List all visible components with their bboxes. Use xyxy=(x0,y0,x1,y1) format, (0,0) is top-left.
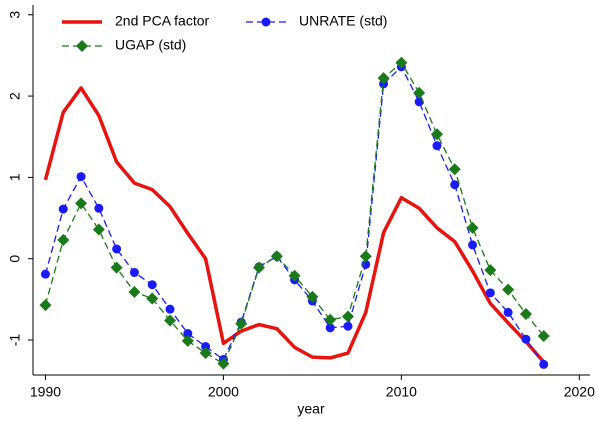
data-point xyxy=(217,357,230,370)
data-point xyxy=(430,128,443,141)
y-tick-label: -1 xyxy=(7,334,23,347)
data-point xyxy=(325,323,335,333)
data-point xyxy=(147,280,157,290)
data-point xyxy=(39,299,52,312)
data-point xyxy=(466,221,479,234)
data-point xyxy=(503,307,513,317)
data-point xyxy=(199,347,212,360)
data-point xyxy=(537,329,550,342)
data-point xyxy=(359,250,372,263)
x-tick-label: 2000 xyxy=(208,384,239,400)
data-point xyxy=(201,342,211,352)
data-point xyxy=(519,308,532,321)
data-point xyxy=(341,310,354,323)
data-point xyxy=(253,261,266,274)
data-point xyxy=(181,334,194,347)
data-point xyxy=(324,313,337,326)
data-point xyxy=(92,223,105,236)
data-point xyxy=(306,290,319,303)
series-line xyxy=(44,66,545,365)
data-point xyxy=(40,269,50,279)
data-point xyxy=(432,141,442,151)
series-line xyxy=(43,86,546,364)
data-point xyxy=(76,172,86,182)
y-tick-label: 3 xyxy=(7,11,23,19)
data-point xyxy=(377,72,390,85)
x-tick-label: 1990 xyxy=(30,384,61,400)
x-tick-label: 2010 xyxy=(386,384,417,400)
data-point xyxy=(448,163,461,176)
legend-label: UGAP (std) xyxy=(115,37,186,53)
data-point xyxy=(165,304,175,314)
legend-label: 2nd PCA factor xyxy=(115,13,210,29)
x-axis-title: year xyxy=(297,401,325,417)
data-point xyxy=(395,56,408,69)
data-point xyxy=(450,180,460,190)
y-tick-label: 0 xyxy=(7,255,23,263)
data-point xyxy=(343,321,353,331)
series-line xyxy=(44,62,545,365)
data-point xyxy=(146,292,159,305)
data-point xyxy=(110,261,123,274)
data-point xyxy=(183,329,193,339)
data-point xyxy=(57,234,70,247)
data-point xyxy=(129,268,139,278)
x-tick-label: 2020 xyxy=(564,384,595,400)
data-point xyxy=(468,240,478,250)
y-tick-label: 2 xyxy=(7,92,23,100)
data-point xyxy=(539,359,549,369)
data-point xyxy=(502,283,515,296)
legend-label: UNRATE (std) xyxy=(299,13,387,29)
data-point xyxy=(413,86,426,99)
data-point xyxy=(58,204,68,214)
data-point xyxy=(521,334,531,344)
data-point xyxy=(75,197,88,210)
data-point xyxy=(270,250,283,263)
data-point xyxy=(128,286,141,299)
legend-marker xyxy=(261,17,271,27)
data-point xyxy=(112,244,122,254)
legend-marker xyxy=(76,40,88,52)
data-point xyxy=(288,269,301,282)
data-point xyxy=(485,288,495,298)
data-point xyxy=(94,203,104,213)
data-point xyxy=(235,317,248,330)
data-point xyxy=(484,264,497,277)
y-tick-label: 1 xyxy=(7,173,23,181)
data-point xyxy=(164,314,177,327)
